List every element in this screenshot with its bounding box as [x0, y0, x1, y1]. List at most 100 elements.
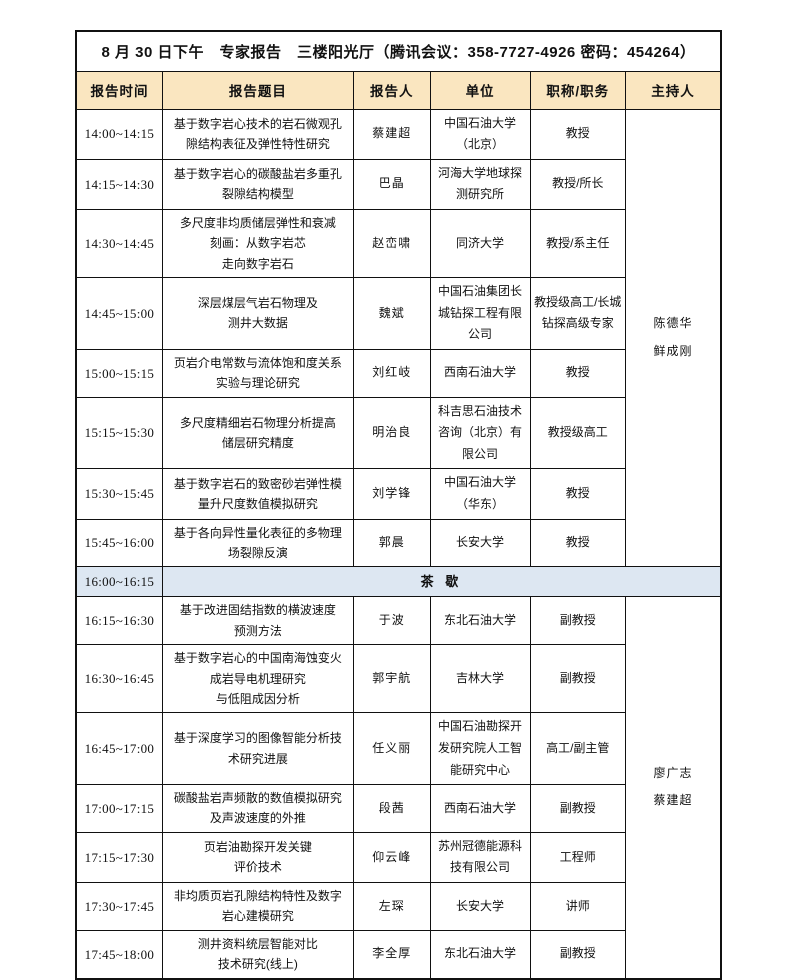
- title-row: 8 月 30 日下午 专家报告 三楼阳光厅（腾讯会议：358-7727-4926…: [75, 30, 722, 72]
- speaker-cell: 魏斌: [352, 277, 431, 350]
- time-cell: 15:45~16:00: [75, 518, 163, 568]
- time-cell: 16:15~16:30: [75, 596, 163, 646]
- topic-cell: 碳酸盐岩声频散的数值模拟研究 及声波速度的外推: [161, 784, 354, 833]
- unit-cell: 中国石油勘探开 发研究院人工智 能研究中心: [429, 712, 531, 786]
- topic-cell: 基于数字岩心的碳酸盐岩多重孔 裂隙结构模型: [161, 158, 354, 210]
- time-cell: 16:30~16:45: [75, 644, 163, 714]
- speaker-cell: 巴晶: [352, 158, 431, 210]
- schedule-row: 16:30~16:45 基于数字岩心的中国南海蚀变火 成岩导电机理研究 与低阻成因…: [75, 644, 721, 714]
- speaker-cell: 于波: [352, 596, 431, 646]
- rank-cell: 副教授: [529, 929, 627, 980]
- schedule-row: 15:15~15:30 多尺度精细岩石物理分析提高 储层研究精度 明治良 科吉思石油技…: [75, 396, 721, 470]
- unit-cell: 河海大学地球探 测研究所: [429, 158, 531, 210]
- speaker-cell: 仰云峰: [352, 831, 431, 884]
- schedule-row: 14:15~14:30 基于数字岩心的碳酸盐岩多重孔 裂隙结构模型 巴晶 河海大学地球…: [75, 158, 721, 210]
- unit-cell: 西南石油大学: [429, 784, 531, 833]
- unit-cell: 科吉思石油技术 咨询（北京）有 限公司: [429, 396, 531, 470]
- schedule-page: 8 月 30 日下午 专家报告 三楼阳光厅（腾讯会议：358-7727-4926…: [75, 30, 722, 980]
- column-header-unit: 单位: [429, 70, 531, 110]
- host-cell: 陈德华 鲜成刚: [625, 108, 722, 568]
- time-cell: 15:15~15:30: [75, 396, 163, 470]
- schedule-row: 16:45~17:00 基于深度学习的图像智能分析技 术研究进展 任义丽 中国石油勘探…: [75, 712, 721, 786]
- topic-cell: 页岩油勘探开发关键 评价技术: [161, 831, 354, 884]
- rank-cell: 教授: [529, 108, 627, 160]
- column-header-rank: 职称/职务: [529, 70, 627, 110]
- topic-cell: 多尺度非均质储层弹性和衰减 刻画：从数字岩芯 走向数字岩石: [161, 208, 354, 279]
- rank-cell: 教授: [529, 518, 627, 568]
- speaker-cell: 郭宇航: [352, 644, 431, 714]
- speaker-cell: 明治良: [352, 396, 431, 470]
- rank-cell: 高工/副主管: [529, 712, 627, 786]
- rank-cell: 讲师: [529, 882, 627, 931]
- tea-break-label: 茶 歇: [161, 566, 722, 598]
- rank-cell: 副教授: [529, 644, 627, 714]
- unit-cell: 中国石油大学 （北京）: [429, 108, 531, 160]
- unit-cell: 东北石油大学: [429, 596, 531, 646]
- time-cell: 14:45~15:00: [75, 277, 163, 350]
- host-cell: 廖广志 蔡建超: [625, 596, 722, 980]
- rank-cell: 教授/系主任: [529, 208, 627, 279]
- rank-cell: 教授: [529, 468, 627, 520]
- rank-cell: 教授级高工/长城 钻探高级专家: [529, 277, 627, 350]
- topic-cell: 基于数字岩心的中国南海蚀变火 成岩导电机理研究 与低阻成因分析: [161, 644, 354, 714]
- schedule-row: 15:30~15:45 基于数字岩石的致密砂岩弹性模 量升尺度数值模拟研究 刘学锋中…: [75, 468, 721, 520]
- unit-cell: 吉林大学: [429, 644, 531, 714]
- rank-cell: 工程师: [529, 831, 627, 884]
- time-cell: 15:00~15:15: [75, 348, 163, 398]
- unit-cell: 东北石油大学: [429, 929, 531, 980]
- time-cell: 16:00~16:15: [75, 566, 163, 598]
- tea-break-row: 16:00~16:15 茶 歇: [75, 566, 722, 598]
- topic-cell: 多尺度精细岩石物理分析提高 储层研究精度: [161, 396, 354, 470]
- speaker-cell: 刘红岐: [352, 348, 431, 398]
- rank-cell: 教授/所长: [529, 158, 627, 210]
- column-header-topic: 报告题目: [161, 70, 354, 110]
- schedule-row: 15:45~16:00 基于各向异性量化表征的多物理 场裂隙反演 郭晨 长安大学 教授: [75, 518, 721, 568]
- topic-cell: 基于数字岩石的致密砂岩弹性模 量升尺度数值模拟研究: [161, 468, 354, 520]
- unit-cell: 长安大学: [429, 518, 531, 568]
- time-cell: 14:15~14:30: [75, 158, 163, 210]
- speaker-cell: 蔡建超: [352, 108, 431, 160]
- speaker-cell: 刘学锋: [352, 468, 431, 520]
- unit-cell: 西南石油大学: [429, 348, 531, 398]
- topic-cell: 非均质页岩孔隙结构特性及数字 岩心建模研究: [161, 882, 354, 931]
- time-cell: 15:30~15:45: [75, 468, 163, 520]
- speaker-cell: 赵峦啸: [352, 208, 431, 279]
- page-title: 8 月 30 日下午 专家报告 三楼阳光厅（腾讯会议：358-7727-4926…: [75, 30, 722, 72]
- schedule-table-body: 8 月 30 日下午 专家报告 三楼阳光厅（腾讯会议：358-7727-4926…: [75, 30, 722, 980]
- rank-cell: 教授: [529, 348, 627, 398]
- speaker-cell: 左琛: [352, 882, 431, 931]
- topic-cell: 基于深度学习的图像智能分析技 术研究进展: [161, 712, 354, 786]
- speaker-cell: 任义丽: [352, 712, 431, 786]
- time-cell: 17:45~18:00: [75, 929, 163, 980]
- schedule-row: 14:45~15:00 深层煤层气岩石物理及 测井大数据 魏斌 中国石油集团长 城钻探…: [75, 277, 721, 350]
- unit-cell: 中国石油集团长 城钻探工程有限 公司: [429, 277, 531, 350]
- speaker-cell: 郭晨: [352, 518, 431, 568]
- rank-cell: 副教授: [529, 596, 627, 646]
- topic-cell: 页岩介电常数与流体饱和度关系 实验与理论研究: [161, 348, 354, 398]
- rank-cell: 教授级高工: [529, 396, 627, 470]
- schedule-row: 17:45~18:00 测井资料统层智能对比 技术研究(线上) 李全厚 东北石油大学副…: [75, 929, 721, 980]
- schedule-row: 14:00~14:15 基于数字岩心技术的岩石微观孔 隙结构表征及弹性特性研究 蔡建…: [75, 108, 722, 568]
- column-header-row: 报告时间 报告题目 报告人 单位 职称/职务 主持人: [75, 70, 722, 110]
- rank-cell: 副教授: [529, 784, 627, 833]
- schedule-row: 16:15~16:30 基于改进固结指数的横波速度 预测方法 于波 东北石油大学 副教授…: [75, 596, 722, 980]
- speaker-cell: 李全厚: [352, 929, 431, 980]
- speaker-cell: 段茜: [352, 784, 431, 833]
- column-header-host: 主持人: [625, 70, 722, 110]
- schedule-row: 14:30~14:45 多尺度非均质储层弹性和衰减 刻画：从数字岩芯 走向数字岩石…: [75, 208, 721, 279]
- time-cell: 17:15~17:30: [75, 831, 163, 884]
- unit-cell: 长安大学: [429, 882, 531, 931]
- time-cell: 14:30~14:45: [75, 208, 163, 279]
- unit-cell: 同济大学: [429, 208, 531, 279]
- time-cell: 17:00~17:15: [75, 784, 163, 833]
- topic-cell: 深层煤层气岩石物理及 测井大数据: [161, 277, 354, 350]
- topic-cell: 基于各向异性量化表征的多物理 场裂隙反演: [161, 518, 354, 568]
- time-cell: 17:30~17:45: [75, 882, 163, 931]
- schedule-table: 8 月 30 日下午 专家报告 三楼阳光厅（腾讯会议：358-7727-4926…: [75, 30, 722, 980]
- schedule-row: 17:15~17:30 页岩油勘探开发关键 评价技术 仰云峰 苏州冠德能源科 技有限公…: [75, 831, 721, 884]
- schedule-row: 15:00~15:15 页岩介电常数与流体饱和度关系 实验与理论研究 刘红岐 西南石油…: [75, 348, 721, 398]
- schedule-row: 17:00~17:15 碳酸盐岩声频散的数值模拟研究 及声波速度的外推 段茜 西南石油…: [75, 784, 721, 833]
- topic-cell: 测井资料统层智能对比 技术研究(线上): [161, 929, 354, 980]
- time-cell: 16:45~17:00: [75, 712, 163, 786]
- topic-cell: 基于数字岩心技术的岩石微观孔 隙结构表征及弹性特性研究: [161, 108, 354, 160]
